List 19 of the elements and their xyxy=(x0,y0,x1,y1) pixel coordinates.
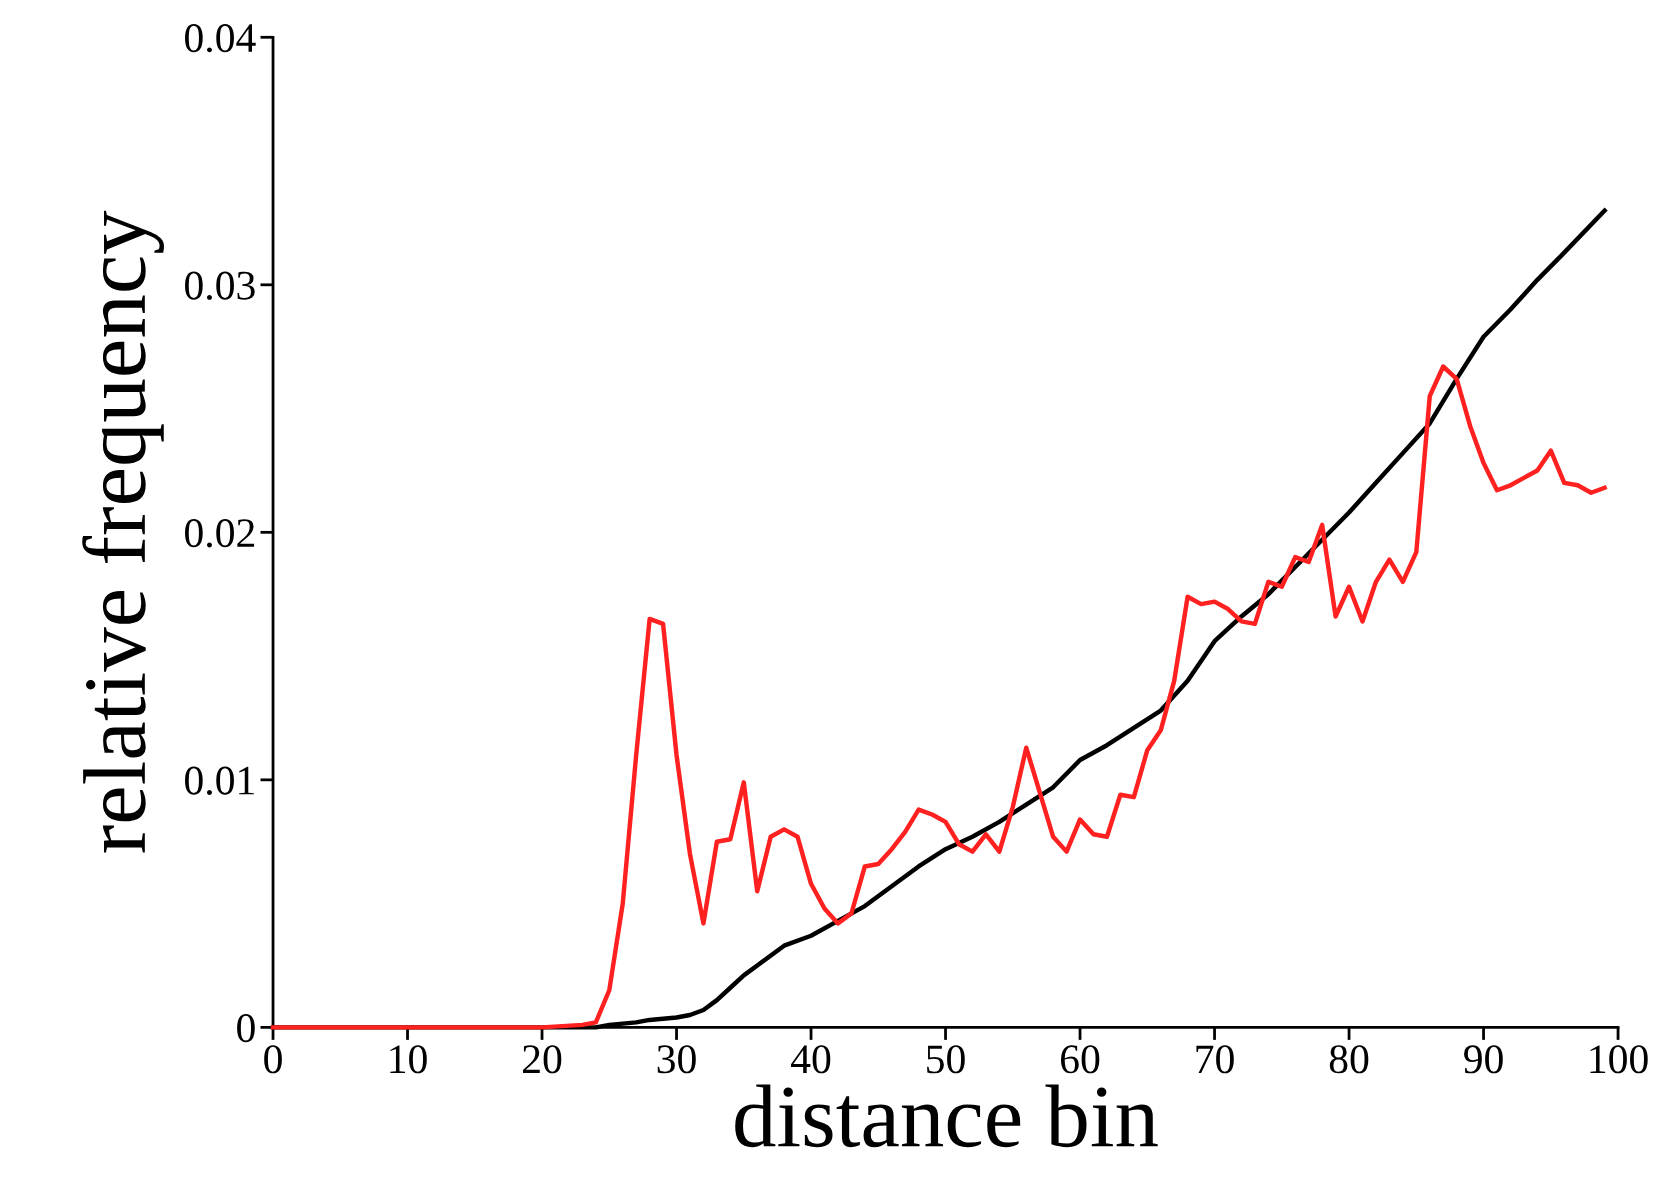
y-tick-label: 0.03 xyxy=(185,271,255,300)
y-axis-title: relative frequency xyxy=(82,210,164,853)
y-tick-label: 0.01 xyxy=(185,766,254,795)
x-axis-title: distance bin xyxy=(735,1084,1158,1148)
x-tick-label: 0 xyxy=(264,1045,282,1074)
x-tick-label: 60 xyxy=(1061,1045,1100,1074)
x-tick-label: 70 xyxy=(1196,1045,1234,1074)
x-tick-label: 10 xyxy=(390,1045,427,1074)
x-tick-label: 20 xyxy=(523,1045,562,1074)
x-tick-label: 80 xyxy=(1329,1045,1369,1074)
x-tick-label: 30 xyxy=(657,1045,696,1074)
line-series xyxy=(270,364,1607,1030)
x-tick-label: 90 xyxy=(1464,1045,1503,1074)
x-tick-label: 50 xyxy=(927,1045,965,1074)
y-tick-label: 0 xyxy=(237,1014,255,1043)
x-tick-label: 40 xyxy=(791,1045,831,1074)
x-tick-label: 100 xyxy=(1590,1045,1648,1074)
y-tick-label: 0.04 xyxy=(185,24,256,53)
y-tick-label: 0.02 xyxy=(185,519,255,548)
